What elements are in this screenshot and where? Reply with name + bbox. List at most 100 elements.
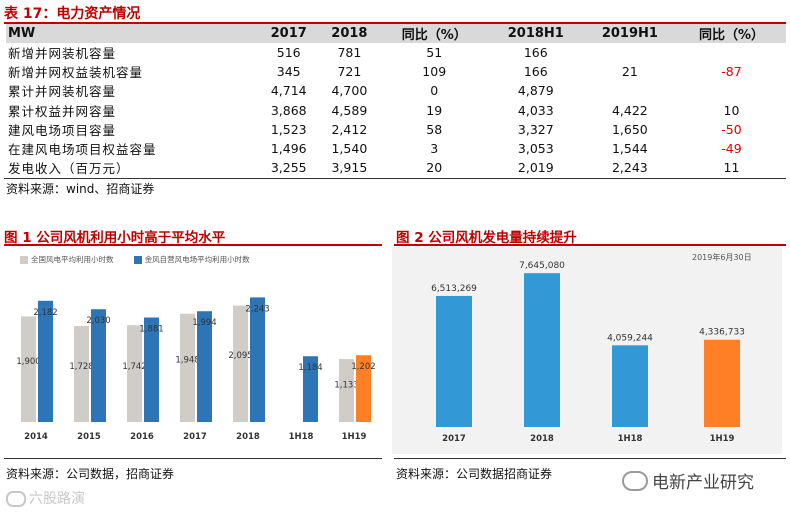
table-cell: 51 (426, 45, 443, 61)
fig1-title: 图 1 公司风机利用小时高于平均水平 (4, 230, 226, 246)
table-title-rule (4, 22, 786, 24)
x-tick-label: 1H19 (710, 434, 735, 444)
bar (356, 355, 371, 422)
table-cell: 166 (523, 64, 548, 80)
fig2-source: 资料来源：公司数据招商证券 (396, 467, 553, 481)
data-label: 2,095 (228, 351, 252, 361)
x-tick-label: 2017 (183, 432, 207, 442)
table-cell (677, 81, 786, 100)
table-row: 建风电场项目容量 1,523 2,412 58 3,327 1,650 -50 (6, 120, 786, 139)
fig1-title-rule (4, 244, 382, 246)
table-row: 新增并网装机容量 516 781 51 166 (6, 43, 786, 62)
data-label: 4,059,244 (607, 333, 653, 343)
table-cell: -49 (721, 141, 742, 157)
table-cell: 3,868 (270, 102, 307, 118)
table-cell (583, 81, 677, 100)
legend-label-national: 全国风电平均利用小时数 (31, 255, 114, 264)
bar (144, 317, 159, 422)
data-label: 1,994 (192, 318, 216, 328)
table-cell (677, 43, 786, 62)
fig1-source: 资料来源：公司数据，招商证券 (6, 467, 175, 481)
table-cell: 4,714 (270, 83, 307, 99)
table-cell: 20 (426, 160, 443, 176)
table-cell: 21 (621, 64, 638, 80)
bar (612, 345, 648, 427)
x-tick-label: 2017 (442, 434, 466, 444)
table-cell: 2,412 (331, 121, 368, 137)
table-header-cell: 2018 (319, 24, 380, 43)
table-row: 累计并网装机容量 4,714 4,700 0 4,879 (6, 81, 786, 100)
bar (38, 300, 53, 422)
bar (21, 316, 36, 422)
x-tick-label: 1H18 (618, 434, 643, 444)
table-cell: 10 (723, 102, 740, 118)
data-label: 6,513,269 (431, 284, 477, 294)
x-tick-label: 1H19 (342, 432, 367, 442)
watermark-left: 六股路演 (6, 488, 85, 508)
x-tick-label: 2015 (77, 432, 101, 442)
watermark-left-text: 六股路演 (29, 491, 85, 507)
row-label: 新增并网装机容量 (8, 46, 117, 62)
data-label: 1,184 (298, 363, 322, 373)
row-label: 累计并网装机容量 (8, 84, 117, 100)
row-label: 发电收入（百万元） (8, 161, 130, 177)
watermark-right: 电新产业研究 (622, 468, 754, 493)
table-cell: 1,540 (331, 141, 368, 157)
table-cell: 516 (276, 45, 301, 61)
table-cell: 3,255 (270, 160, 307, 176)
table-cell: 109 (422, 64, 447, 80)
bar (704, 339, 740, 427)
data-label: 1,742 (122, 362, 146, 372)
table-cell: -50 (721, 121, 742, 137)
bar (524, 273, 560, 427)
table-cell: 3,915 (331, 160, 368, 176)
table-header-cell: 2019H1 (582, 24, 677, 43)
legend-label-goldwind: 金风自营风电场平均利用小时数 (144, 255, 250, 264)
table-cell: 1,496 (270, 141, 307, 157)
table-cell: 3 (430, 141, 439, 157)
play-logo-icon (6, 491, 26, 507)
bar (127, 325, 142, 422)
data-label: 1,900 (16, 357, 40, 367)
x-tick-label: 2018 (236, 432, 260, 442)
row-label: 新增并网权益装机容量 (8, 65, 144, 81)
x-tick-label: 2016 (130, 432, 154, 442)
table-cell: 721 (337, 64, 362, 80)
fig2-chart: 6,513,269 2017 7,645,080 2018 4,059,244 1H18 4… (431, 261, 745, 444)
table-cell: 4,033 (517, 102, 554, 118)
table-cell (583, 43, 677, 62)
table-header-cell: 2017 (258, 24, 320, 43)
bar (91, 309, 106, 422)
table-cell: 781 (337, 45, 362, 61)
table-header-cell: 同比（%） (379, 24, 489, 43)
data-label: 1,202 (351, 362, 375, 372)
fig2-title: 图 2 公司风机发电量持续提升 (396, 230, 577, 246)
bar (233, 305, 248, 422)
row-label: 建风电场项目容量 (8, 122, 117, 138)
table-title: 表 17：电力资产情况 (4, 6, 141, 22)
row-label: 累计权益并网容量 (8, 103, 117, 119)
bar (339, 359, 354, 422)
table-cell: 0 (430, 83, 439, 99)
legend-swatch-gray (20, 255, 28, 264)
watermark-right-text: 电新产业研究 (652, 473, 754, 493)
asset-table: MW 2017 2018 同比（%） 2018H1 2019H1 同比（%） 新增并网装机容… (6, 24, 786, 177)
data-label: 1,881 (139, 325, 163, 335)
table-cell: 1,544 (611, 141, 648, 157)
fig2-bottom-rule (394, 458, 786, 459)
table-row: 在建风电场项目权益容量 1,496 1,540 3 3,053 1,544 -49 (6, 139, 786, 158)
bar (180, 313, 195, 422)
fig2-date-note: 2019年6月30日 (692, 253, 752, 262)
table-cell: 2,243 (611, 160, 648, 176)
table-cell: 58 (426, 121, 443, 137)
table-header-cell: 同比（%） (676, 24, 786, 43)
data-label: 7,645,080 (519, 261, 565, 271)
table-cell: 1,650 (611, 121, 648, 137)
table-row: 新增并网权益装机容量 345 721 109 166 21 -87 (6, 62, 786, 81)
table-cell: 3,327 (517, 121, 554, 137)
table-cell: 4,589 (331, 102, 368, 118)
data-label: 2,182 (33, 308, 57, 318)
data-label: 1,728 (69, 362, 93, 372)
bar (74, 326, 89, 422)
fig1-legend: 全国风电平均利用小时数 金风自营风电场平均利用小时数 (20, 249, 250, 268)
